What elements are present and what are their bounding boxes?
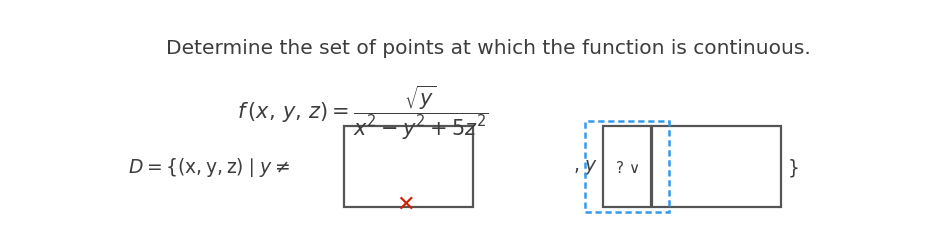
FancyBboxPatch shape — [652, 126, 781, 207]
Text: , $y$: , $y$ — [573, 158, 598, 177]
FancyBboxPatch shape — [603, 126, 651, 207]
Text: $?\,\vee$: $?\,\vee$ — [615, 160, 640, 176]
Text: $D = \{(\mathrm{x, y, z}) \mid y \neq$: $D = \{(\mathrm{x, y, z}) \mid y \neq$ — [128, 156, 290, 179]
Text: $\}$: $\}$ — [786, 157, 799, 179]
FancyBboxPatch shape — [344, 126, 473, 207]
Text: Determine the set of points at which the function is continuous.: Determine the set of points at which the… — [166, 39, 810, 58]
Text: ✕: ✕ — [396, 195, 414, 215]
Text: $f\,(x,\, y,\, z) = \dfrac{\sqrt{y}}{x^2 - y^2 + 5z^2}$: $f\,(x,\, y,\, z) = \dfrac{\sqrt{y}}{x^2… — [237, 84, 488, 142]
